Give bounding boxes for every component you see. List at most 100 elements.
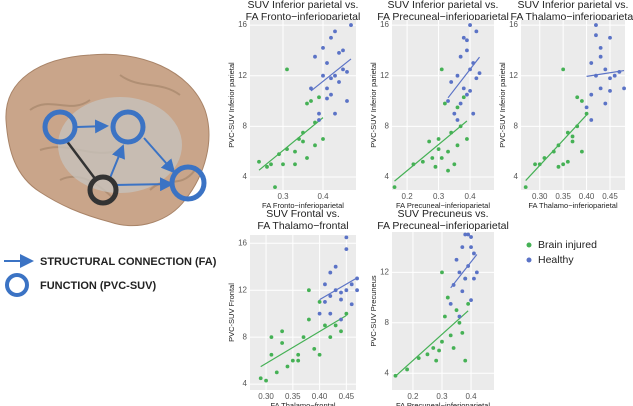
y-tick-label: 16	[509, 20, 518, 29]
data-point	[323, 300, 327, 304]
data-point	[290, 358, 295, 363]
data-point	[474, 270, 479, 275]
data-point	[344, 247, 349, 251]
data-point	[622, 86, 626, 91]
data-point	[333, 264, 338, 269]
data-point	[321, 137, 325, 141]
data-point	[598, 86, 603, 91]
data-point	[269, 162, 273, 167]
chart-subtitle: FA Fronto−inferioparietal	[246, 11, 361, 23]
data-point	[309, 86, 313, 91]
y-tick-label: 4	[243, 379, 248, 388]
function-node	[42, 109, 78, 145]
data-point	[265, 164, 269, 169]
data-point	[533, 162, 537, 167]
data-point	[561, 67, 566, 72]
data-point	[446, 168, 450, 173]
data-point	[448, 333, 453, 338]
data-point	[451, 346, 456, 350]
data-point	[431, 346, 436, 350]
data-point	[608, 88, 612, 93]
data-point	[463, 232, 468, 237]
data-point	[339, 290, 343, 295]
data-point	[466, 232, 471, 237]
trend-line	[450, 254, 478, 289]
data-point	[313, 54, 317, 59]
data-point	[463, 276, 468, 281]
x-tick-label: 0.2	[407, 392, 419, 401]
source-links	[65, 139, 97, 181]
data-point	[306, 288, 311, 293]
y-axis-label: PVC-SUV Inferior parietal	[227, 62, 236, 148]
x-tick-label: 0.4	[465, 192, 477, 201]
x-axis-label: FA Thalamo−inferioparietal	[528, 201, 618, 210]
chart-subtitle: FA Thalamo−frontal	[257, 220, 348, 232]
data-point	[329, 76, 333, 81]
data-point	[416, 356, 421, 360]
data-point	[296, 352, 301, 357]
data-point	[589, 92, 594, 97]
x-tick-label: 0.40	[312, 392, 328, 401]
legend-structural: STRUCTURAL CONNECTION (FA)	[40, 256, 217, 268]
data-point	[468, 88, 472, 93]
data-point	[446, 99, 450, 103]
data-point	[458, 54, 463, 59]
x-tick-label: 0.30	[532, 192, 548, 201]
data-point	[436, 137, 441, 141]
data-point	[280, 341, 285, 345]
y-tick-label: 16	[380, 20, 389, 29]
data-point	[442, 314, 447, 319]
data-point	[274, 370, 279, 375]
data-point	[333, 111, 337, 116]
x-axis-label: FA Precuneal−inferioparietal	[396, 201, 490, 210]
data-point	[452, 162, 457, 167]
data-point	[436, 147, 441, 152]
trend-line	[319, 277, 358, 301]
data-point	[337, 80, 341, 84]
data-point	[468, 23, 472, 27]
data-point	[344, 288, 349, 293]
legend-label: Brain injured	[538, 239, 597, 251]
y-tick-label: 12	[509, 71, 518, 80]
data-point	[452, 111, 457, 116]
y-tick-label: 12	[380, 267, 389, 276]
data-point	[264, 378, 268, 383]
data-point	[433, 164, 438, 169]
data-point	[333, 323, 338, 328]
trend-line	[447, 56, 480, 99]
y-tick-label: 4	[385, 368, 390, 377]
data-point	[317, 118, 321, 122]
data-point	[589, 118, 594, 122]
data-point	[349, 302, 354, 307]
data-point	[608, 76, 612, 81]
data-point	[313, 143, 317, 148]
legend-label: Healthy	[538, 254, 574, 266]
data-point	[584, 111, 589, 116]
data-point	[565, 159, 570, 164]
trend-line	[394, 120, 468, 182]
data-point	[457, 270, 462, 275]
data-point	[317, 300, 322, 304]
data-point	[325, 61, 329, 65]
data-point	[440, 270, 444, 275]
data-point	[329, 92, 333, 97]
data-point	[329, 35, 333, 40]
x-tick-label: 0.4	[317, 192, 329, 201]
data-point	[466, 301, 471, 306]
x-tick-label: 0.3	[433, 192, 445, 201]
data-point	[461, 35, 466, 40]
data-point	[561, 162, 566, 167]
x-tick-label: 0.2	[402, 192, 414, 201]
data-point	[457, 320, 462, 325]
data-point	[460, 330, 465, 335]
data-point	[333, 73, 337, 78]
x-tick-label: 0.45	[602, 192, 618, 201]
brain-inner	[58, 97, 182, 193]
data-point	[612, 73, 617, 78]
data-point	[474, 29, 479, 34]
data-point	[301, 139, 305, 144]
data-point	[285, 67, 289, 72]
y-axis-label: PVC-SUV Frontal	[227, 283, 236, 342]
data-point	[449, 80, 454, 84]
data-point	[598, 45, 603, 50]
